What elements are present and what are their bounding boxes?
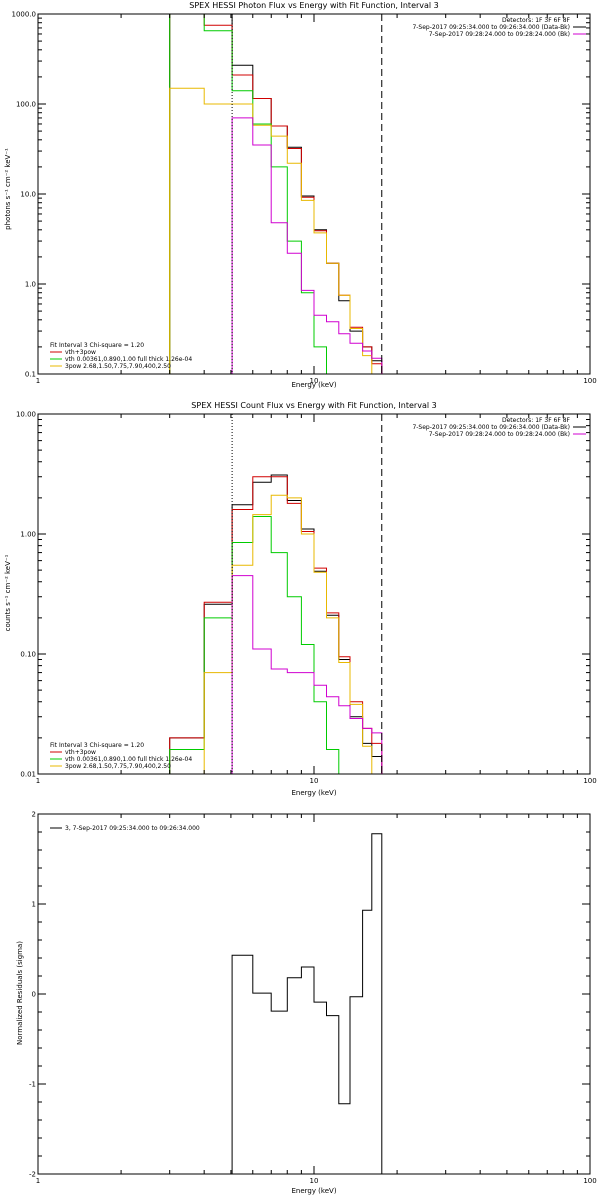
count-legend-tr-text: Detectors: 1F 3F 6F 8F: [502, 417, 571, 424]
photon-legend-bl-text: vth+3pow: [65, 349, 96, 356]
count-legend-bl-text: vth+3pow: [65, 749, 96, 756]
photon-series-bk: [231, 117, 383, 374]
photon-x-tick-label: 100: [583, 377, 596, 385]
count-legend-tr-text: 7-Sep-2017 09:28:24.000 to 09:28:24.000 …: [429, 431, 570, 438]
photon-y-tick-label: 1000.0: [12, 11, 37, 19]
count-series-data-bk: [169, 474, 383, 774]
count-series-vth: [169, 516, 382, 775]
count-y-tick-label: 1.00: [20, 531, 36, 539]
residuals-y-tick-label: -1: [29, 1081, 36, 1089]
residuals-x-tick-label: 1: [36, 1177, 40, 1185]
residuals-x-tick-label: 10: [310, 1177, 319, 1185]
count-plot-frame: [37, 413, 591, 775]
photon-y-tick-label: 1.0: [25, 281, 36, 289]
photon-chart-title: SPEX HESSI Photon Flux vs Energy with Fi…: [189, 1, 439, 10]
photon-y-tick-label: 100.0: [16, 101, 36, 109]
residuals-y-tick-label: 0: [32, 991, 36, 999]
residuals-series-residuals: [231, 833, 383, 1174]
photon-x-axis-label: Energy (keV): [291, 381, 336, 389]
count-series-vth-3pow: [169, 476, 383, 774]
photon-legend-tr-text: 7-Sep-2017 09:28:24.000 to 09:28:24.000 …: [429, 31, 570, 38]
count-flux-panel: SPEX HESSI Count Flux vs Energy with Fit…: [4, 401, 597, 797]
photon-legend-bl-text: 3pow 2.68,1.50,7.75,7.90,400,2.50: [65, 363, 171, 370]
photon-y-axis-label: photons s⁻¹ cm⁻² keV⁻¹: [4, 148, 12, 230]
photon-y-tick-label: 10.0: [20, 191, 36, 199]
count-y-tick-label: 0.01: [20, 771, 36, 779]
residuals-legend-tl-text: 3, 7-Sep-2017 09:25:34.000 to 09:26:34.0…: [65, 825, 200, 832]
count-legend-tr-text: 7-Sep-2017 09:25:34.000 to 09:26:34.000 …: [412, 424, 570, 431]
residuals-x-tick-label: 100: [583, 1177, 596, 1185]
count-series-bk: [231, 575, 383, 774]
count-legend-bl-text: Fit Interval 3 Chi-square = 1.20: [50, 742, 144, 749]
residuals-panel: Energy (keV) Normalized Residuals (sigma…: [16, 811, 597, 1196]
count-x-axis-label: Energy (keV): [291, 789, 336, 797]
count-x-tick-label: 10: [310, 777, 319, 785]
photon-x-tick-label: 10: [310, 377, 319, 385]
count-series-3pow: [169, 494, 382, 775]
count-legend-bl-text: vth 0.00361,0.890,1.00 full thick 1.26e-…: [65, 756, 192, 763]
residuals-y-tick-label: 1: [32, 901, 36, 909]
count-y-tick-label: 0.10: [20, 651, 36, 659]
count-x-tick-label: 100: [583, 777, 596, 785]
residuals-y-tick-label: 2: [32, 811, 36, 819]
photon-legend-tr-text: Detectors: 1F 3F 6F 8F: [502, 17, 571, 24]
photon-flux-panel: SPEX HESSI Photon Flux vs Energy with Fi…: [4, 1, 597, 389]
count-x-tick-label: 1: [36, 777, 40, 785]
photon-x-tick-label: 1: [36, 377, 40, 385]
residuals-y-axis-label: Normalized Residuals (sigma): [16, 941, 24, 1045]
count-legend-bl-text: 3pow 2.68,1.50,7.75,7.90,400,2.50: [65, 763, 171, 770]
photon-legend-tr-text: 7-Sep-2017 09:25:34.000 to 09:26:34.000 …: [412, 24, 570, 31]
residuals-y-tick-label: -2: [29, 1171, 36, 1179]
photon-legend-bl-text: vth 0.00361,0.890,1.00 full thick 1.26e-…: [65, 356, 192, 363]
count-chart-title: SPEX HESSI Count Flux vs Energy with Fit…: [191, 401, 436, 410]
photon-legend-bl-text: Fit Interval 3 Chi-square = 1.20: [50, 342, 144, 349]
photon-series-3pow: [169, 87, 382, 375]
residuals-x-axis-label: Energy (keV): [291, 1187, 336, 1195]
count-y-tick-label: 10.00: [16, 411, 36, 419]
count-y-axis-label: counts s⁻¹ cm⁻² keV⁻¹: [4, 554, 12, 631]
photon-y-tick-label: 0.1: [25, 371, 36, 379]
